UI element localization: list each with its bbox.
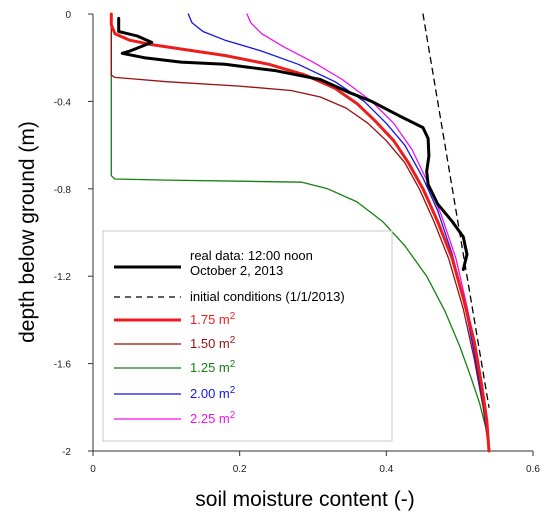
y-axis-title: depth below ground (m): [16, 121, 39, 343]
legend-label-5: 2.00 m2: [190, 385, 236, 401]
legend-label-3: 1.50 m2: [190, 335, 236, 351]
y-tick-label: 0: [65, 10, 71, 21]
legend-label-1: initial conditions (1/1/2013): [190, 289, 345, 304]
y-tick-label: -1.6: [54, 360, 72, 371]
legend-label-0-line-0: real data: 12:00 noon: [190, 248, 313, 263]
legend-label-0-line-1: October 2, 2013: [190, 263, 283, 278]
series-line-1: [422, 13, 490, 408]
legend-label-4: 1.25 m2: [190, 359, 236, 375]
x-tick-label: 0.2: [233, 464, 247, 475]
x-axis-title: soil moisture content (-): [195, 488, 414, 511]
series-line-0: [117, 16, 469, 272]
series-line-3: [110, 13, 490, 452]
y-tick-label: -2: [62, 447, 71, 458]
y-tick-label: -1.2: [54, 272, 72, 283]
x-tick-label: 0: [90, 464, 96, 475]
series-line-2: [109, 12, 491, 453]
series-line-4: [110, 13, 490, 452]
legend-label-6: 2.25 m2: [190, 410, 236, 426]
y-tick-label: -0.8: [54, 185, 72, 196]
legend-label-2: 1.75 m2: [190, 311, 236, 327]
ticks: 0 0.2 0.4 0.6 0 -0.4 -0.8 -1.2 -1.6 -2: [54, 10, 541, 475]
x-tick-label: 0.6: [526, 464, 540, 475]
y-tick-label: -0.4: [54, 97, 72, 108]
plot-area: 0 0.2 0.4 0.6 0 -0.4 -0.8 -1.2 -1.6 -2: [54, 10, 541, 475]
x-tick-label: 0.4: [379, 464, 393, 475]
series-group: [109, 12, 491, 453]
